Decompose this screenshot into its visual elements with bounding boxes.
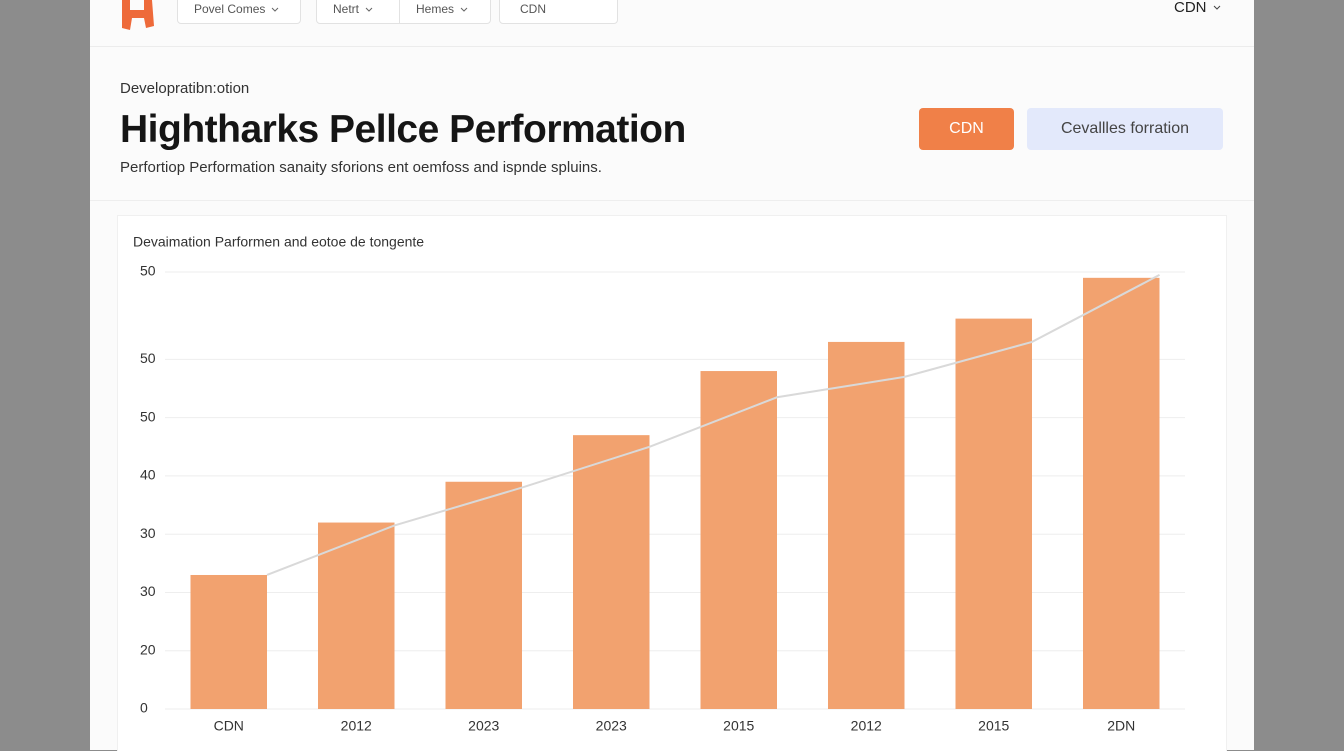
- x-tick-label: 2012: [341, 718, 372, 734]
- nav-group: Netrt Hemes: [316, 0, 491, 24]
- bar: [700, 371, 777, 709]
- x-tick-label: 2015: [723, 718, 754, 734]
- subtitle: Perfortiop Performation sanaity sforions…: [120, 159, 602, 176]
- bar: [1083, 277, 1160, 709]
- y-tick-label: 40: [140, 467, 156, 483]
- bar: [190, 574, 267, 709]
- logo[interactable]: [118, 0, 162, 32]
- chart-title: Devaimation Parformen and eotoe de tonge…: [133, 234, 424, 250]
- x-tick-label: 2015: [978, 718, 1009, 734]
- eyebrow: Developratibn:otion: [120, 80, 250, 97]
- y-tick-label: 50: [140, 408, 156, 424]
- bar: [318, 522, 395, 709]
- divider: [90, 46, 1254, 47]
- divider: [90, 200, 1254, 201]
- x-tick-label: 2012: [851, 718, 882, 734]
- bar: [955, 318, 1032, 709]
- nav-right-label[interactable]: CDN: [1174, 0, 1207, 16]
- nav-right[interactable]: CDN: [1174, 0, 1221, 16]
- y-tick-label: 0: [140, 700, 148, 716]
- nav-button[interactable]: CDN: [499, 0, 618, 24]
- nav-item[interactable]: Hemes: [416, 2, 455, 16]
- chart-card: [117, 215, 1227, 751]
- y-tick-label: 50: [140, 350, 156, 366]
- trend-line: [266, 274, 1160, 576]
- x-tick-label: 2023: [596, 718, 627, 734]
- bar: [828, 341, 905, 709]
- nav-item[interactable]: Povel Comes: [194, 2, 266, 16]
- nav-item[interactable]: Netrt: [333, 2, 360, 16]
- bar: [445, 481, 522, 709]
- secondary-button[interactable]: Cevallles forration: [1027, 108, 1223, 150]
- x-tick-label: 2DN: [1107, 718, 1135, 734]
- y-tick-label: 50: [140, 263, 156, 279]
- y-tick-label: 30: [140, 583, 156, 599]
- nav-dropdown[interactable]: Povel Comes: [177, 0, 301, 24]
- nav-item[interactable]: CDN: [520, 2, 546, 16]
- page-title: Hightharks Pellce Performation: [120, 108, 686, 151]
- primary-button[interactable]: CDN: [919, 108, 1014, 150]
- bar: [573, 435, 650, 709]
- y-tick-label: 20: [140, 641, 156, 657]
- x-tick-label: CDN: [214, 718, 244, 734]
- y-tick-label: 30: [140, 525, 156, 541]
- x-tick-label: 2023: [468, 718, 499, 734]
